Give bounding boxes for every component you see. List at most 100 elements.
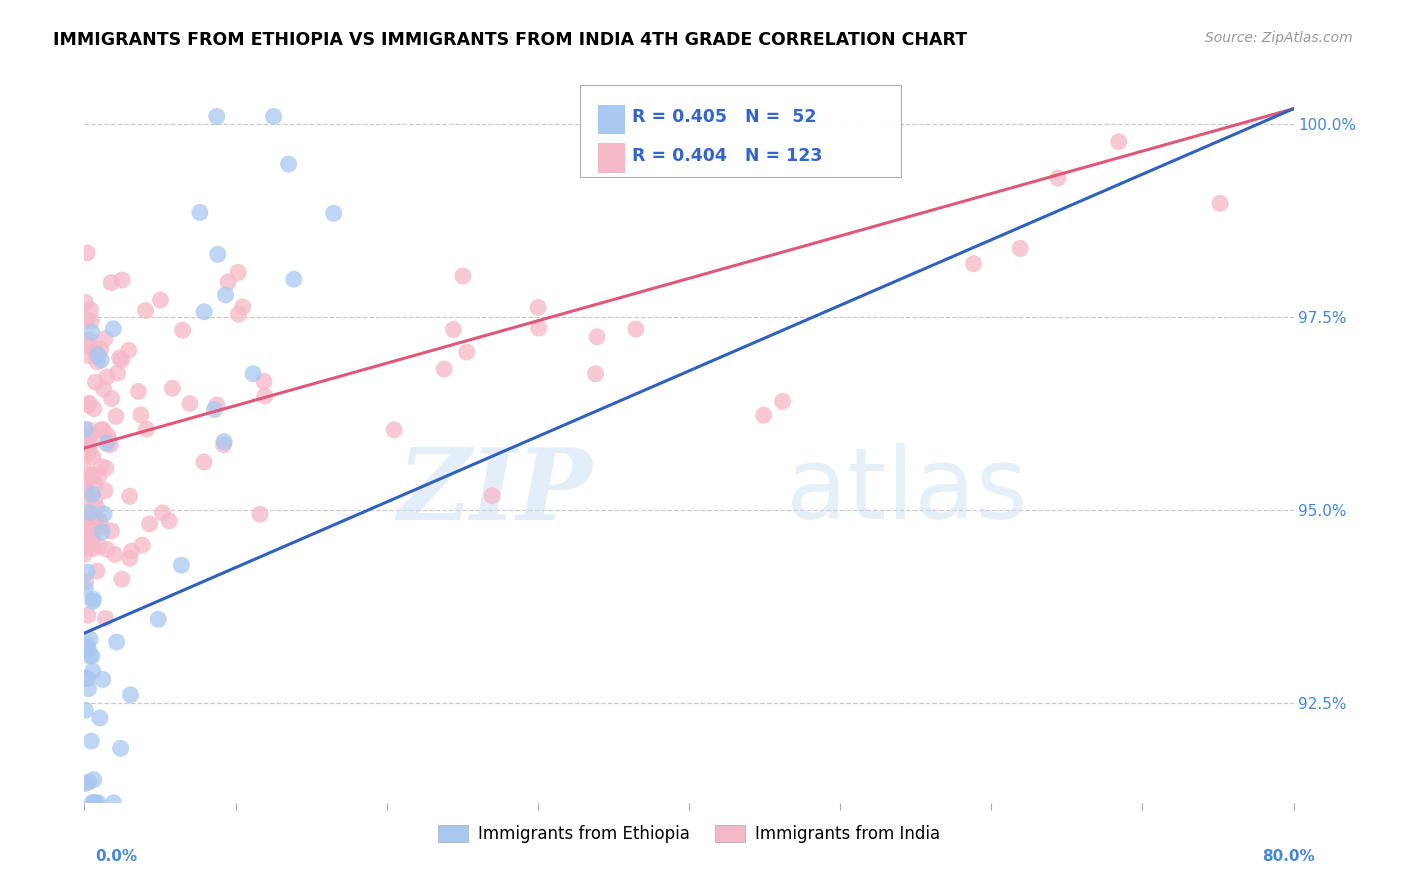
Point <box>86 500 108 515</box>
Point <box>263 110 285 124</box>
Point <box>90 353 112 368</box>
Text: IMMIGRANTS FROM ETHIOPIA VS IMMIGRANTS FROM INDIA 4TH GRADE CORRELATION CHART: IMMIGRANTS FROM ETHIOPIA VS IMMIGRANTS F… <box>53 31 967 49</box>
Point <box>138 516 160 531</box>
Point <box>77 642 100 657</box>
Point <box>89 711 111 725</box>
Point <box>77 517 100 532</box>
Point <box>172 323 194 337</box>
Point <box>135 422 157 436</box>
Point <box>100 524 122 538</box>
Point <box>87 470 110 484</box>
Point <box>76 312 98 326</box>
Point <box>120 688 142 702</box>
Text: R = 0.405   N =  52: R = 0.405 N = 52 <box>633 108 817 126</box>
Point <box>100 276 122 290</box>
Point <box>75 528 97 542</box>
Point <box>82 531 104 545</box>
Point <box>79 506 101 520</box>
Point <box>76 430 98 444</box>
Point <box>79 430 101 444</box>
Point <box>205 110 228 124</box>
Point <box>80 734 103 748</box>
Point <box>89 514 111 528</box>
Point <box>111 273 134 287</box>
Point <box>135 303 157 318</box>
Point <box>76 518 98 533</box>
Point <box>79 632 101 647</box>
Point <box>121 544 143 558</box>
Point <box>73 776 96 790</box>
Point <box>76 245 98 260</box>
Point <box>586 330 609 344</box>
Point <box>170 558 193 573</box>
FancyBboxPatch shape <box>581 85 901 178</box>
Point <box>75 582 97 596</box>
Point <box>382 423 405 437</box>
Point <box>242 367 264 381</box>
Point <box>91 423 114 437</box>
Point <box>162 381 184 395</box>
Point <box>214 288 236 302</box>
Bar <box>599 104 624 134</box>
Point <box>76 638 98 652</box>
Point <box>83 772 105 787</box>
Point <box>94 611 117 625</box>
Point <box>79 423 101 437</box>
Text: Source: ZipAtlas.com: Source: ZipAtlas.com <box>1205 31 1353 45</box>
Point <box>90 423 112 437</box>
Point <box>585 367 607 381</box>
Point <box>87 796 110 810</box>
Point <box>90 459 112 474</box>
Point <box>91 524 114 539</box>
Point <box>76 528 98 542</box>
Point <box>73 462 96 476</box>
Point <box>82 515 104 529</box>
Point <box>82 487 104 501</box>
Point <box>624 322 647 336</box>
Point <box>76 565 98 579</box>
Point <box>193 304 215 318</box>
Point <box>105 635 128 649</box>
Point <box>157 514 180 528</box>
Point <box>277 157 299 171</box>
Point <box>75 540 97 554</box>
Point <box>127 384 149 399</box>
Point <box>98 433 121 447</box>
Point <box>103 322 125 336</box>
Point <box>91 673 114 687</box>
Text: R = 0.404   N = 123: R = 0.404 N = 123 <box>633 147 823 165</box>
Point <box>527 321 550 335</box>
Point <box>179 396 201 410</box>
Point <box>82 664 104 678</box>
Point <box>75 703 97 717</box>
Point <box>962 257 984 271</box>
Point <box>73 511 96 525</box>
Point <box>84 478 107 492</box>
Point <box>107 366 129 380</box>
Point <box>79 334 101 348</box>
Point <box>83 401 105 416</box>
Point <box>83 493 105 508</box>
Text: ZIP: ZIP <box>398 443 592 540</box>
Point <box>149 293 172 307</box>
Point <box>118 489 141 503</box>
Point <box>1209 196 1232 211</box>
Point <box>84 349 107 363</box>
Point <box>96 542 118 557</box>
Point <box>212 434 235 449</box>
Point <box>79 490 101 504</box>
Point <box>86 564 108 578</box>
Point <box>76 672 98 686</box>
Point <box>82 594 104 608</box>
Point <box>80 648 103 663</box>
Point <box>80 303 103 318</box>
Point <box>104 548 127 562</box>
Point <box>93 507 115 521</box>
Point <box>75 478 97 492</box>
Point <box>75 422 97 436</box>
Point <box>77 396 100 410</box>
Point <box>80 537 103 551</box>
Point <box>188 205 211 219</box>
Point <box>481 489 503 503</box>
Point <box>131 538 153 552</box>
